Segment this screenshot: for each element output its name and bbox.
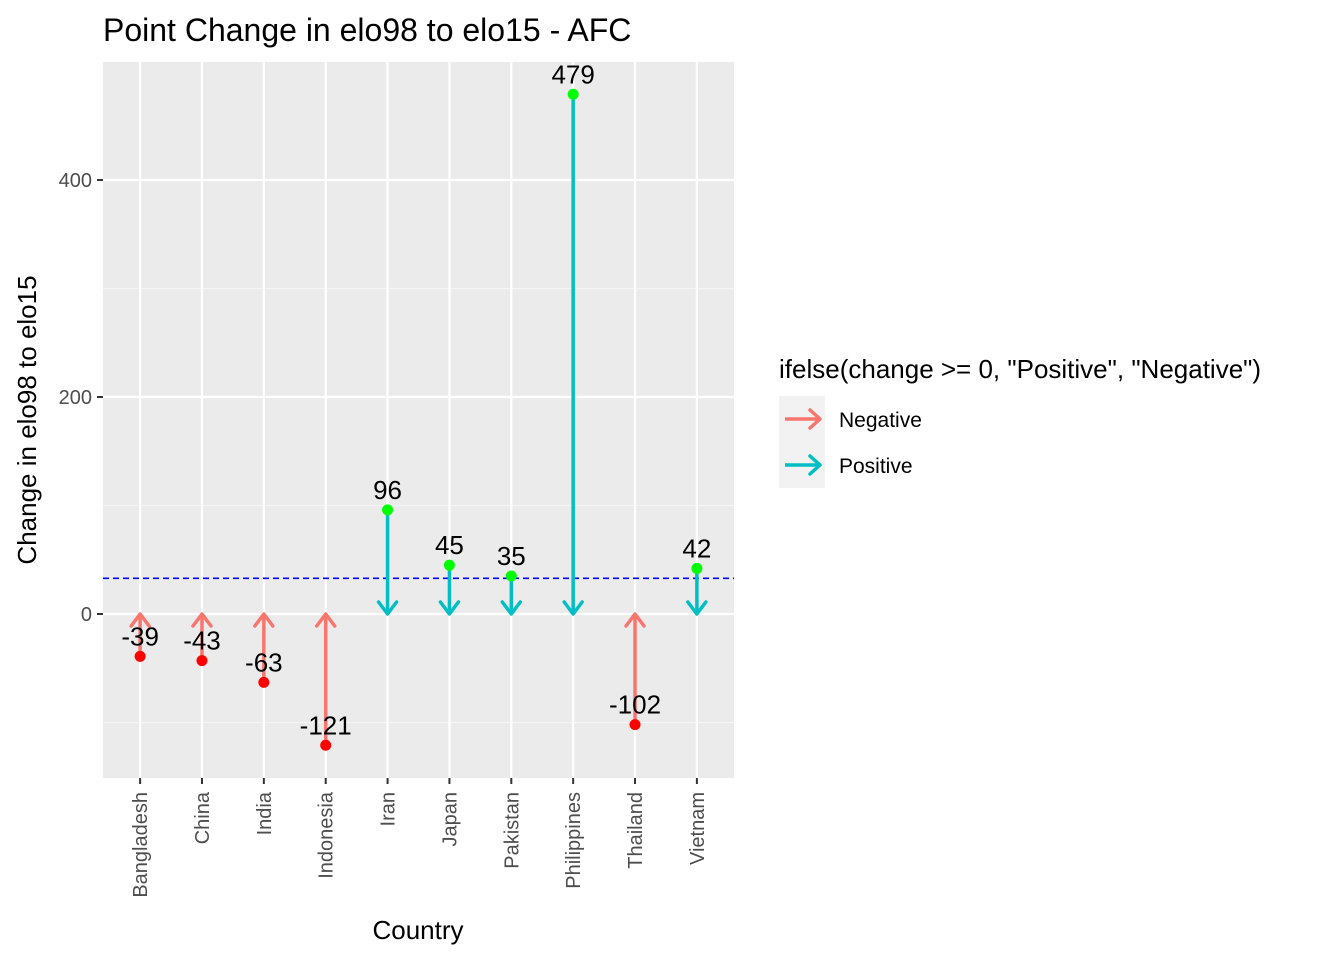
arrow-india [253, 612, 275, 683]
arrow-thailand [624, 612, 646, 725]
x-tick-label: India [254, 791, 276, 835]
arrow-head [624, 612, 646, 628]
x-tick-label: Japan [439, 792, 461, 847]
y-axis-title: Change in elo98 to elo15 [12, 275, 42, 564]
x-axis-ticks: Bangladesh China India Indonesia Iran Japan Pa… [130, 778, 709, 898]
x-tick-label: Philippines [563, 792, 585, 889]
arrow-philippines [562, 94, 584, 616]
data-label: -121 [300, 710, 352, 740]
points-group [134, 88, 703, 751]
arrow-head [253, 612, 275, 628]
x-tick-label: Thailand [625, 792, 647, 869]
legend-title: ifelse(change >= 0, "Positive", "Negativ… [779, 354, 1261, 384]
legend-arrowhead-negative [808, 408, 822, 430]
arrow-head [562, 600, 584, 616]
x-axis-title: Country [372, 915, 463, 945]
x-tick-label: Iran [378, 792, 400, 826]
point-pakistan [505, 570, 517, 582]
x-tick-label: Pakistan [501, 792, 523, 869]
arrow-iran [376, 509, 399, 616]
arrow-head [191, 612, 213, 628]
legend-key-negative [785, 408, 822, 430]
arrow-head [438, 600, 461, 616]
data-label: -63 [245, 647, 283, 677]
point-bangladesh [134, 650, 146, 662]
arrow-vietnam [686, 568, 708, 616]
data-label: 45 [435, 530, 464, 560]
x-tick-label: Vietnam [687, 792, 709, 865]
point-china [196, 655, 208, 667]
point-japan [443, 559, 455, 571]
data-labels-group: -39 -43 -63 -121 96 45 35 479 -102 42 [121, 59, 711, 740]
y-axis-ticks: 0 200 400 [59, 170, 103, 626]
point-indonesia [320, 739, 332, 751]
point-india [258, 676, 270, 688]
arrow-head [500, 600, 523, 616]
data-label: -39 [121, 621, 159, 651]
arrow-bangladesh [129, 612, 151, 657]
x-tick-label: Bangladesh [130, 792, 152, 898]
legend-key-background [779, 396, 825, 488]
legend-label-negative: Negative [839, 409, 922, 432]
chart-title: Point Change in elo98 to elo15 - AFC [103, 12, 631, 48]
point-thailand [629, 719, 641, 731]
data-label: 35 [497, 541, 526, 571]
data-label: -43 [183, 626, 221, 656]
point-philippines [567, 88, 579, 100]
arrow-japan [438, 565, 461, 616]
arrow-indonesia [314, 612, 337, 746]
arrow-pakistan [500, 576, 523, 616]
arrows-group [129, 94, 708, 746]
y-tick-label: 200 [59, 387, 92, 409]
legend-label-positive: Positive [839, 455, 913, 478]
arrow-china [191, 612, 213, 661]
point-iran [382, 504, 394, 516]
y-tick-label: 400 [59, 170, 92, 192]
plot-panel [103, 62, 734, 778]
arrow-head [129, 612, 151, 628]
data-label: 479 [551, 59, 594, 89]
data-label: 42 [682, 533, 711, 563]
x-tick-label: Indonesia [316, 791, 338, 879]
legend: ifelse(change >= 0, "Positive", "Negativ… [779, 354, 1261, 488]
arrow-head [686, 600, 708, 616]
legend-arrowhead-positive [808, 454, 822, 476]
arrow-head [314, 612, 337, 628]
point-vietnam [691, 562, 703, 574]
legend-key-positive [785, 454, 822, 476]
data-label: -102 [609, 690, 661, 720]
arrow-head [376, 600, 399, 616]
x-tick-label: China [192, 791, 214, 844]
data-label: 96 [373, 475, 402, 505]
y-tick-label: 0 [81, 604, 92, 626]
